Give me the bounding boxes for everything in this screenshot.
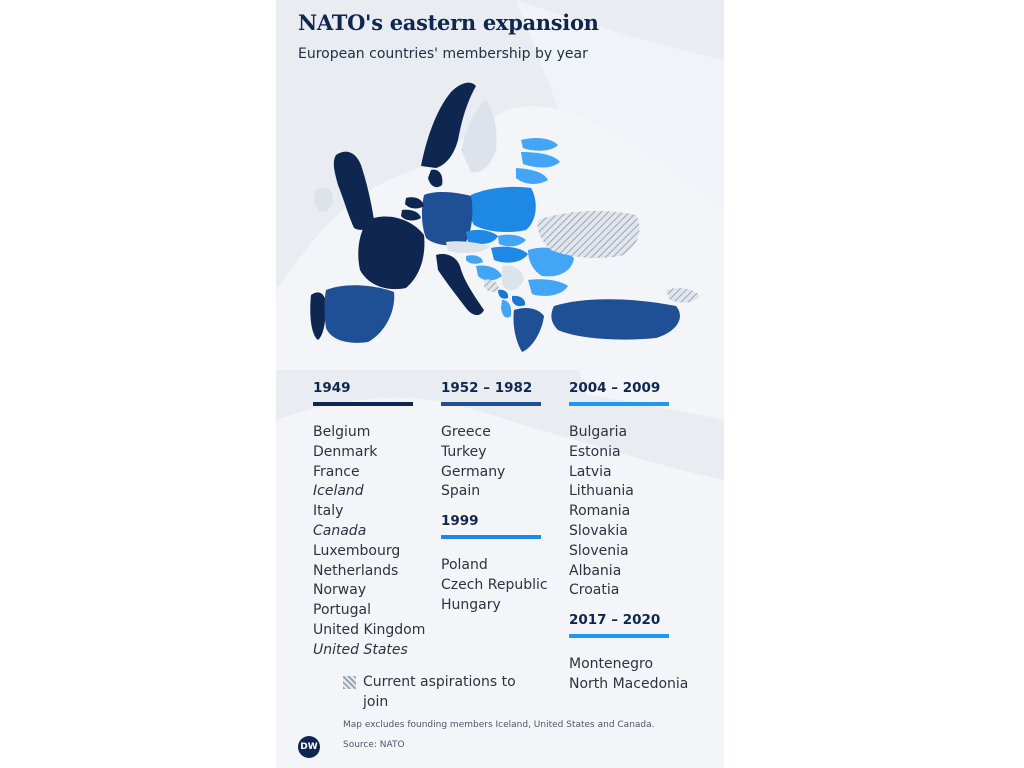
country-list: Belgium Denmark France Iceland Italy Canada Lu… <box>313 423 438 661</box>
country-germany <box>421 192 473 246</box>
group-heading: 1999 <box>441 513 479 530</box>
country-list: Bulgaria Estonia Latvia Lithuania Romania Slo… <box>569 423 694 601</box>
country-uk <box>333 151 374 230</box>
group-rule <box>441 535 541 540</box>
country-item: Norway <box>313 582 367 599</box>
country-belgium <box>401 209 421 221</box>
country-item: Estonia <box>569 443 621 460</box>
country-bulgaria <box>528 279 568 296</box>
hatch-swatch <box>343 676 356 689</box>
group-heading: 1949 <box>313 380 351 396</box>
column-2004-2020: 2004 – 2009 Bulgaria Estonia Latvia Lithuan… <box>569 380 694 695</box>
country-item: Croatia <box>569 582 620 599</box>
country-item: Germany <box>441 463 506 480</box>
column-1952-1999: 1952 – 1982 Greece Turkey Germany Spain 199… <box>441 380 566 616</box>
group-heading: 1952 – 1982 <box>441 380 533 396</box>
country-item: Poland <box>441 557 488 574</box>
country-item: Czech Republic <box>441 576 548 593</box>
subgroup-2017-2020: 2017 – 2020 Montenegro North Macedonia <box>569 612 694 695</box>
country-georgia-aspiration <box>666 288 700 303</box>
footnote: Map excludes founding members Iceland, U… <box>343 720 655 730</box>
country-item: North Macedonia <box>569 675 689 692</box>
country-north-macedonia <box>512 295 526 307</box>
country-item: Spain <box>441 483 481 500</box>
subgroup-1999: 1999 Poland Czech Republic Hungary <box>441 513 566 615</box>
country-italy <box>436 254 484 316</box>
country-denmark <box>428 169 443 188</box>
page-subtitle: European countries' membership by year <box>298 46 588 62</box>
country-item: United States <box>313 641 408 658</box>
group-rule <box>441 402 541 406</box>
country-poland <box>469 186 536 233</box>
country-item: Portugal <box>313 602 371 619</box>
country-item: Hungary <box>441 596 501 613</box>
country-ireland <box>313 187 333 212</box>
group-rule <box>569 402 669 406</box>
country-albania <box>501 300 512 318</box>
country-slovenia <box>466 255 483 264</box>
country-netherlands <box>405 197 424 209</box>
country-slovakia <box>498 234 526 247</box>
country-serbia <box>502 265 524 291</box>
country-item: Albania <box>569 562 622 579</box>
country-croatia <box>476 265 502 281</box>
page-title: NATO's eastern expansion <box>298 10 599 35</box>
country-montenegro <box>498 289 509 299</box>
legend-label: Current aspirations to join <box>363 674 516 710</box>
country-item: United Kingdom <box>313 621 426 638</box>
country-france <box>358 216 425 290</box>
column-1949: 1949 Belgium Denmark France Iceland Italy Can… <box>313 380 438 661</box>
country-list: Poland Czech Republic Hungary <box>441 556 566 615</box>
country-turkey <box>551 299 680 340</box>
country-item: Luxembourg <box>313 542 401 559</box>
country-item: Netherlands <box>313 562 399 579</box>
country-item: Italy <box>313 503 344 520</box>
country-list: Greece Turkey Germany Spain <box>441 423 566 502</box>
group-heading: 2004 – 2009 <box>569 380 661 396</box>
country-sweden <box>461 100 497 173</box>
country-estonia <box>521 137 558 151</box>
infographic-card: NATO's eastern expansion European countr… <box>276 0 724 768</box>
country-item: Romania <box>569 503 631 520</box>
country-hungary <box>491 246 528 263</box>
country-item: Latvia <box>569 463 612 480</box>
country-bosnia-aspiration <box>484 279 499 293</box>
country-item: Iceland <box>313 483 364 500</box>
source-credit: Source: NATO <box>343 740 405 750</box>
country-spain <box>324 285 395 343</box>
country-item: Turkey <box>441 443 487 460</box>
country-greece <box>513 308 544 352</box>
country-item: Greece <box>441 424 491 440</box>
group-rule <box>569 634 669 639</box>
country-romania <box>528 247 574 277</box>
country-item: Canada <box>313 522 367 539</box>
country-item: Denmark <box>313 443 378 460</box>
country-item: Montenegro <box>569 656 654 673</box>
group-rule <box>313 402 413 406</box>
country-czech <box>466 229 498 244</box>
country-lithuania <box>516 168 548 184</box>
group-heading: 2017 – 2020 <box>569 612 661 629</box>
country-list: Montenegro North Macedonia <box>569 655 694 695</box>
country-item: Belgium <box>313 424 371 440</box>
country-item: Bulgaria <box>569 424 628 440</box>
country-norway <box>421 82 476 168</box>
country-item: Lithuania <box>569 483 634 500</box>
country-portugal <box>310 292 326 340</box>
country-latvia <box>521 152 560 168</box>
country-ukraine-aspiration <box>537 210 640 258</box>
europe-map <box>276 82 724 370</box>
country-item: Slovakia <box>569 522 628 539</box>
country-item: Slovenia <box>569 542 629 559</box>
country-austria <box>446 241 490 254</box>
dw-logo: DW <box>298 736 320 758</box>
country-item: France <box>313 463 360 480</box>
